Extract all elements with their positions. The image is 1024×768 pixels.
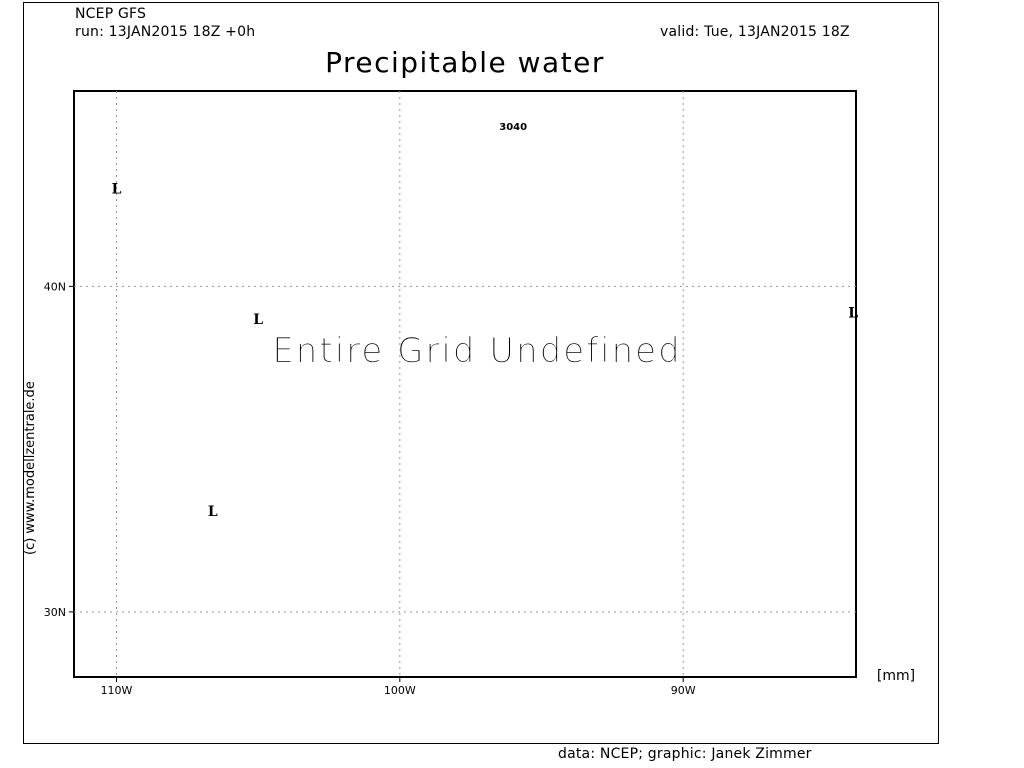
pressure-markers: L L L L [112,182,859,520]
copyright-credit: (c) www.modellzentrale.de [23,381,38,555]
contour-label: 3040 [499,122,527,133]
low-pressure-marker: L [208,504,218,520]
plot-frame [23,2,939,744]
lon-tick-label: 110W [101,684,133,697]
lat-tick-label: 30N [44,606,66,619]
run-time: run: 13JAN2015 18Z +0h [75,24,256,40]
unit-label: [mm] [877,668,915,684]
model-name: NCEP GFS [75,6,147,22]
data-source-credit: data: NCEP; graphic: Janek Zimmer [558,746,812,762]
map-border [73,90,857,678]
low-pressure-marker: L [848,305,858,321]
lat-tick-label: 40N [44,280,66,293]
axis-ticks: 110W 100W 90W 40N 30N [44,280,696,697]
page-title: Precipitable water [325,46,605,79]
low-pressure-marker: L [253,312,263,328]
valid-time: valid: Tue, 13JAN2015 18Z [660,24,850,40]
lon-tick-label: 90W [671,684,696,697]
low-pressure-marker: L [112,182,122,198]
graticule [74,91,856,677]
undefined-grid-message: Entire Grid Undefined [272,331,681,371]
lon-tick-label: 100W [384,684,416,697]
